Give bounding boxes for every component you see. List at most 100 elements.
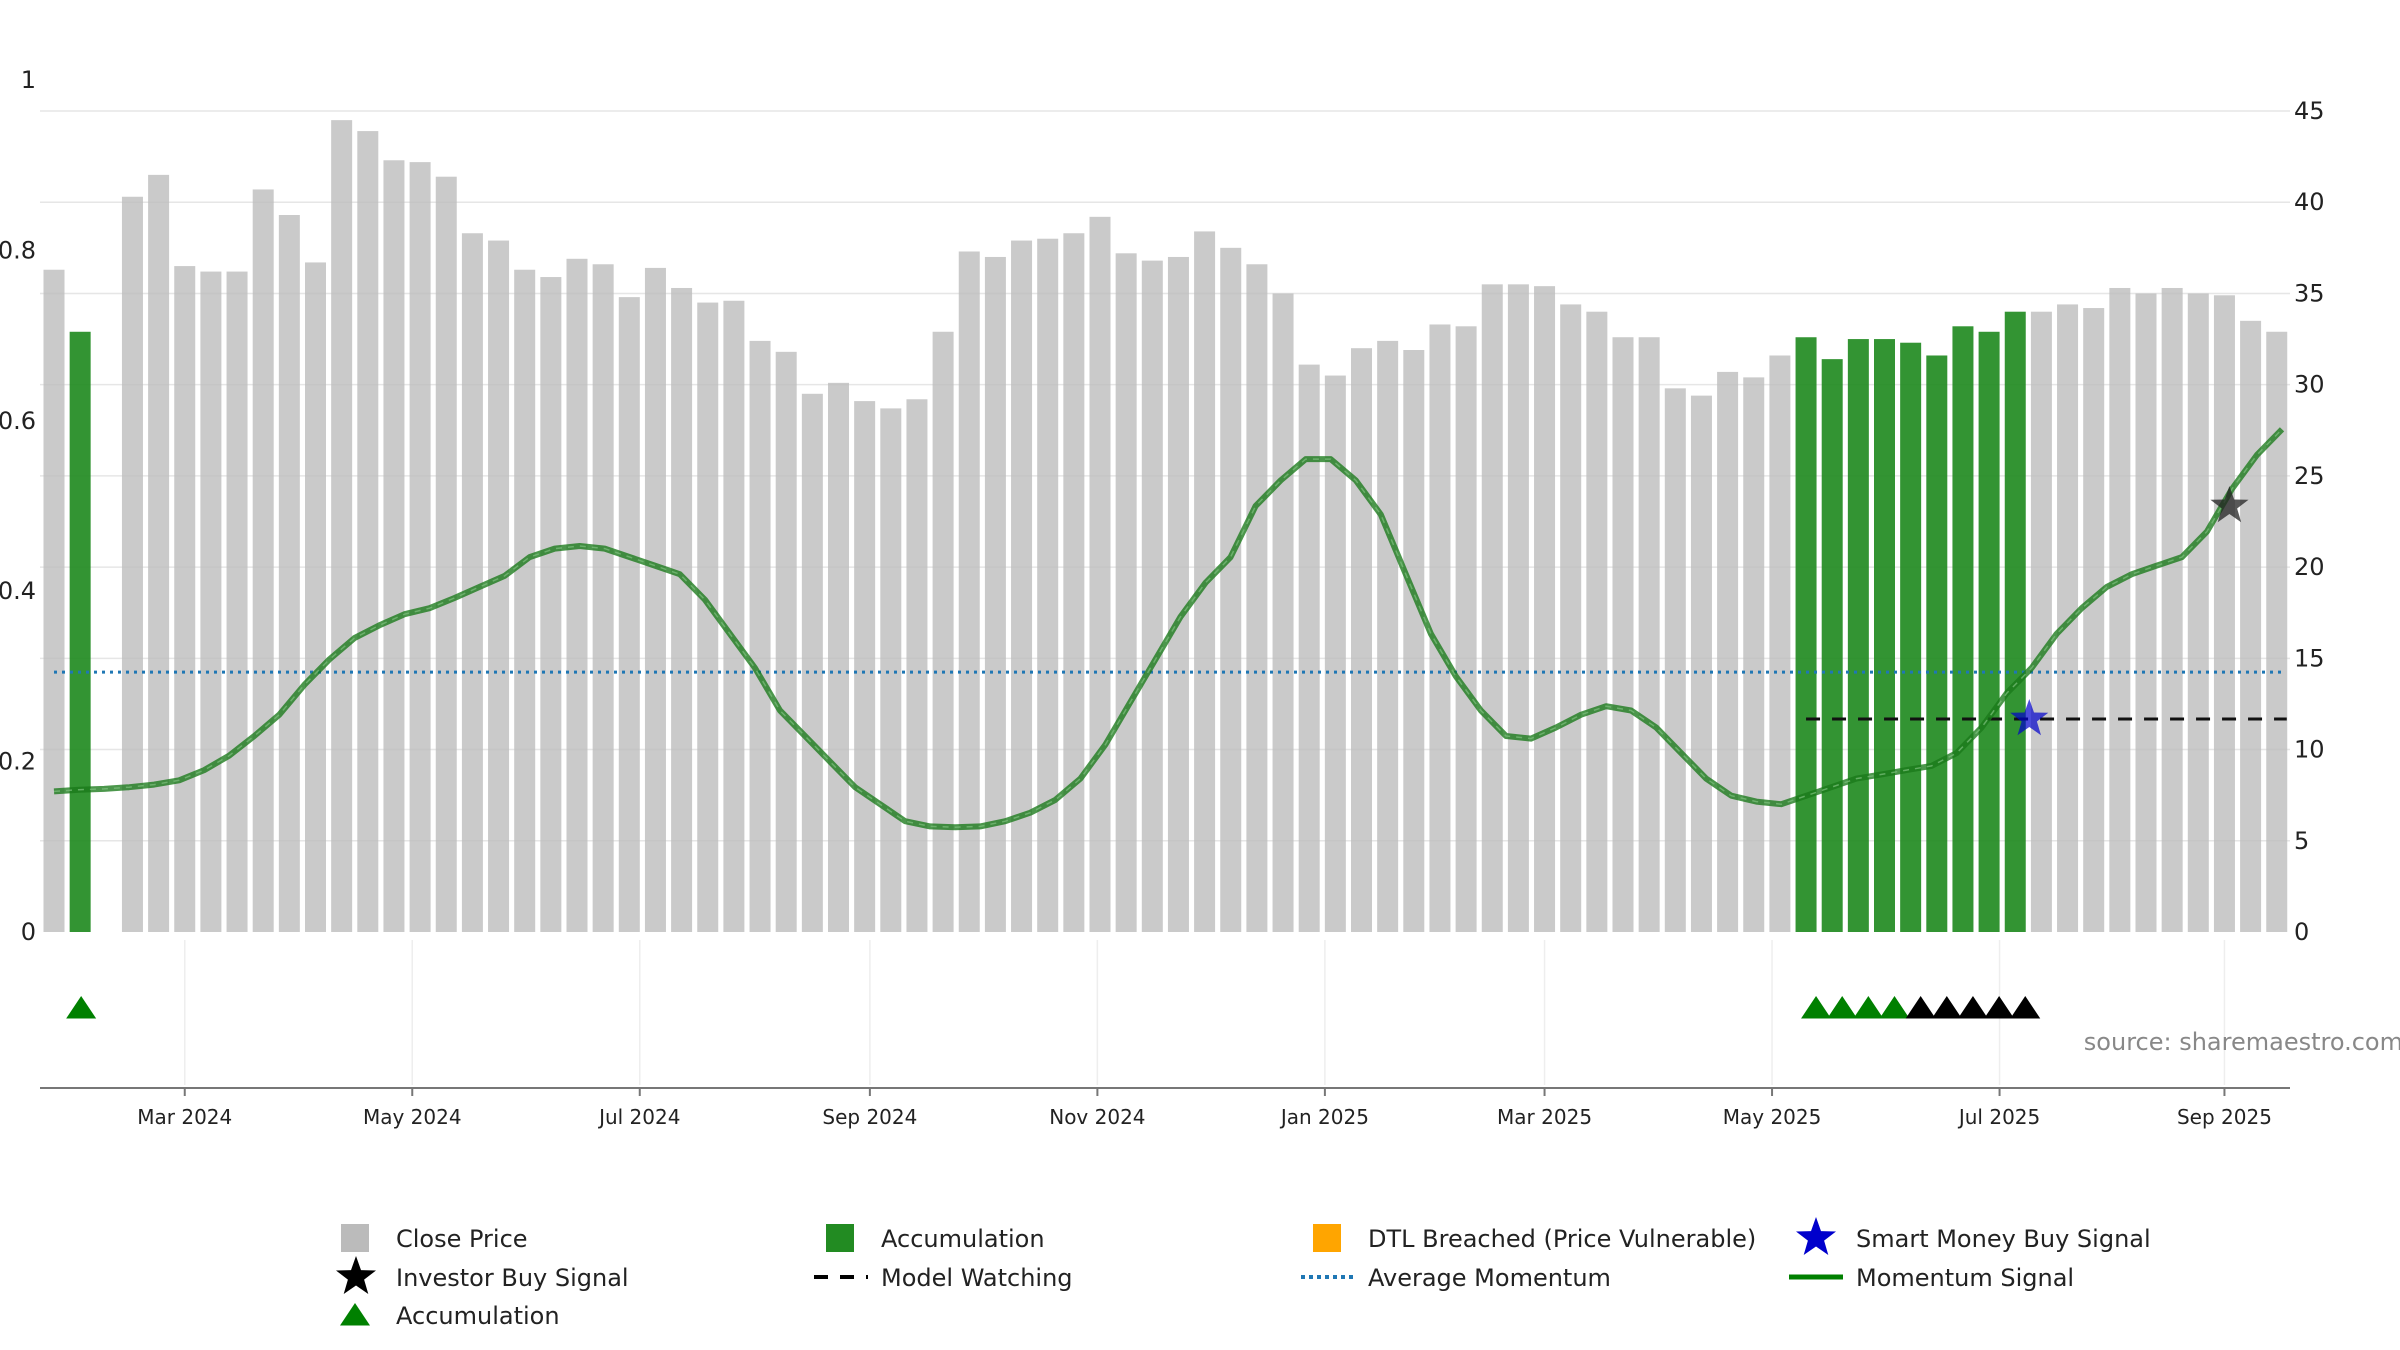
close-price-bar [2083, 308, 2105, 932]
close-price-bar [1115, 253, 1137, 932]
left-axis-tick-label: 1 [21, 66, 36, 94]
legend-smart-money-buy-signal-icon [1796, 1217, 1836, 1255]
legend-model-watching-label: Model Watching [881, 1264, 1073, 1292]
model-watching-triangle [2010, 996, 2041, 1019]
x-axis-tick-label: Sep 2025 [2177, 1105, 2272, 1129]
close-price-bar [1664, 388, 1686, 933]
close-price-bar [409, 162, 431, 932]
momentum-signal-highlight [53, 428, 2283, 828]
legend-average-momentum-label: Average Momentum [1368, 1264, 1611, 1292]
left-axis-tick-label: 0 [21, 918, 36, 946]
legend-accumulation-label: Accumulation [881, 1225, 1045, 1253]
close-price-bar [1037, 238, 1059, 933]
legend-accumulation-label: Accumulation [396, 1302, 560, 1330]
x-axis-tick-label: Nov 2024 [1049, 1105, 1145, 1129]
close-price-bar [488, 240, 510, 932]
close-price-bar [566, 258, 588, 932]
investor-buy-star [2210, 486, 2249, 523]
legend-dtl-breached-price-vulnerable-label: DTL Breached (Price Vulnerable) [1368, 1225, 1756, 1253]
model-watching-triangle [1957, 996, 1988, 1019]
close-price-bar [1612, 337, 1634, 933]
close-price-bar [1534, 286, 1556, 932]
close-price-bar [1220, 247, 1242, 932]
source-note: source: sharemaestro.com [2084, 1028, 2400, 1056]
close-price-bar [723, 300, 745, 932]
accumulation-triangle [66, 996, 97, 1019]
close-price-bar [174, 266, 196, 932]
legend-close-price-label: Close Price [396, 1225, 528, 1253]
model-watching-triangle [1905, 996, 1936, 1019]
close-price-bar [1507, 284, 1529, 932]
right-axis-tick-label: 20 [2294, 553, 2325, 581]
smart-money-buy-star [2010, 699, 2049, 736]
close-price-bar [2187, 293, 2209, 932]
price-bars [43, 120, 2288, 933]
accumulation-bar [1847, 339, 1869, 932]
close-price-bar [1011, 240, 1033, 932]
close-price-bar [1403, 350, 1425, 933]
x-axis-tick-label: Jan 2025 [1279, 1105, 1369, 1129]
close-price-bar [1638, 337, 1660, 933]
x-axis-tick-label: Jul 2024 [597, 1105, 680, 1129]
triangle-markers [66, 996, 2041, 1019]
x-axis-tick-label: May 2025 [1723, 1105, 1822, 1129]
x-axis-tick-label: May 2024 [363, 1105, 462, 1129]
close-price-bar [2266, 331, 2288, 932]
accumulation-bar [1900, 342, 1922, 932]
close-price-bar [2057, 304, 2079, 932]
right-axis-tick-label: 10 [2294, 736, 2325, 764]
close-price-bar [1717, 371, 1739, 933]
left-axis-tick-label: 0.8 [0, 236, 36, 264]
close-price-bar [148, 174, 170, 932]
close-price-bar [828, 382, 849, 932]
close-price-bar [1743, 377, 1765, 932]
right-axis-tick-label: 45 [2294, 97, 2325, 125]
legend-momentum-signal-label: Momentum Signal [1856, 1264, 2074, 1292]
close-price-bar [801, 393, 823, 932]
right-axis-tick-label: 15 [2294, 644, 2325, 672]
x-axis-tick-label: Mar 2025 [1497, 1105, 1592, 1129]
accumulation-triangle [1801, 996, 1832, 1019]
close-price-bar [2213, 295, 2235, 932]
close-price-bar [1298, 364, 1320, 932]
close-price-bar [121, 196, 143, 932]
close-price-bar [1246, 264, 1268, 933]
close-price-bar [1089, 216, 1111, 933]
close-price-bar [540, 277, 562, 933]
close-price-bar [252, 189, 274, 932]
close-price-bar [775, 351, 797, 932]
legend-investor-buy-signal-label: Investor Buy Signal [396, 1264, 629, 1292]
close-price-bar [357, 131, 379, 933]
legend-investor-buy-signal-icon [336, 1256, 376, 1294]
accumulation-triangle [1853, 996, 1884, 1019]
signal-lines [53, 427, 2287, 831]
x-axis-tick-label: Sep 2024 [822, 1105, 917, 1129]
close-price-bar [278, 215, 300, 933]
model-watching-triangle [1984, 996, 2015, 1019]
close-price-bar [1481, 284, 1503, 932]
close-price-bar [226, 271, 248, 932]
close-price-bar [984, 256, 1006, 932]
close-price-bar [200, 271, 222, 932]
accumulation-triangle [1879, 996, 1910, 1019]
legend-dtl-breached-price-vulnerable-swatch [1313, 1224, 1341, 1252]
close-price-bar [331, 120, 353, 933]
accumulation-triangle [1827, 996, 1858, 1019]
close-price-bar [1272, 293, 1294, 932]
legend-accumulation-icon [340, 1303, 370, 1326]
close-price-bar [1455, 326, 1477, 932]
x-axis-tick-label: Jul 2025 [1957, 1105, 2040, 1129]
close-price-bar [1324, 375, 1346, 933]
accumulation-bar [1926, 355, 1948, 932]
close-price-bar [906, 399, 928, 932]
accumulation-bar [1795, 337, 1817, 933]
close-price-bar [958, 251, 980, 933]
accumulation-bar [69, 331, 91, 932]
close-price-bar [1377, 340, 1399, 933]
close-price-bar [880, 408, 902, 932]
legend-accumulation-swatch [826, 1224, 854, 1252]
close-price-bar [1769, 355, 1791, 932]
model-watching-triangle [1931, 996, 1962, 1019]
